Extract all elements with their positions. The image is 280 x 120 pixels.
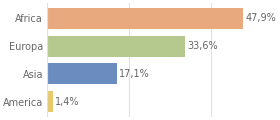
Text: 1,4%: 1,4%	[55, 97, 80, 107]
Text: 17,1%: 17,1%	[119, 69, 150, 79]
Bar	[47, 91, 53, 112]
Text: 47,9%: 47,9%	[246, 13, 276, 23]
Text: 33,6%: 33,6%	[187, 41, 218, 51]
Bar	[47, 63, 117, 84]
Bar	[47, 36, 185, 57]
Bar	[47, 8, 243, 29]
